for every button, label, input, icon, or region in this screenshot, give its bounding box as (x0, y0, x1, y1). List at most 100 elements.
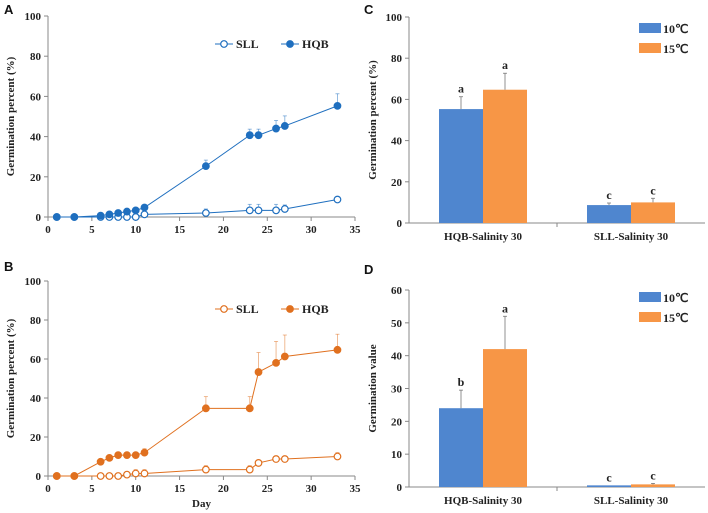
y-tick-label: 0 (36, 212, 42, 224)
data-point (140, 203, 149, 212)
series-line (56, 105, 338, 218)
x-tick-label: 25 (262, 483, 274, 495)
bar-15℃ (483, 89, 527, 223)
x-category-label: HQB-Salinity 30 (444, 495, 522, 507)
y-tick-label: 10 (391, 449, 403, 461)
legend-label: 10℃ (663, 291, 688, 305)
bar-15℃ (631, 484, 675, 487)
legend-swatch (639, 23, 661, 33)
y-tick-label: 40 (30, 393, 42, 405)
y-tick-label: 60 (30, 354, 42, 366)
x-axis-label: Day (192, 498, 211, 510)
y-tick-label: 0 (36, 471, 42, 483)
data-point (140, 448, 149, 457)
data-point (272, 124, 280, 133)
y-tick-label: 60 (391, 285, 403, 297)
x-tick-label: 35 (350, 224, 362, 236)
data-point (254, 459, 263, 467)
data-point (254, 206, 263, 215)
panel-label: B (4, 259, 13, 274)
legend-marker (220, 305, 228, 313)
data-point (280, 122, 289, 130)
series-line (56, 349, 338, 477)
data-point (70, 472, 79, 480)
data-point (333, 195, 342, 204)
x-category-label: SLL-Salinity 30 (594, 231, 669, 243)
data-point (114, 209, 123, 217)
data-point (140, 210, 149, 219)
y-tick-label: 40 (30, 132, 42, 144)
data-point (201, 465, 210, 474)
bar-15℃ (483, 349, 527, 487)
y-tick-label: 20 (30, 432, 42, 444)
y-tick-label: 60 (391, 94, 403, 106)
y-tick-label: 20 (30, 172, 42, 184)
legend-marker (286, 40, 294, 48)
y-axis-label: Germination percent (%) (5, 56, 17, 176)
y-tick-label: 20 (391, 177, 403, 189)
legend-swatch (639, 292, 661, 302)
data-point (272, 455, 280, 463)
panel-label: A (4, 2, 14, 17)
data-point (105, 472, 114, 480)
x-tick-label: 25 (262, 224, 274, 236)
x-category-label: SLL-Salinity 30 (594, 495, 669, 507)
y-tick-label: 30 (391, 384, 403, 396)
y-tick-label: 80 (30, 51, 42, 63)
x-tick-label: 0 (45, 483, 51, 495)
x-tick-label: 5 (89, 483, 95, 495)
data-point (131, 469, 140, 478)
series-HQB (52, 333, 342, 480)
data-point (245, 404, 254, 413)
legend-swatch (639, 43, 661, 53)
data-point (201, 404, 210, 413)
data-point (96, 472, 105, 480)
panel-C: C 0 20 40 60 80 100 Germination percent (%) HQB-… (364, 2, 705, 243)
significance-letter: c (650, 468, 656, 482)
y-tick-label: 60 (30, 91, 42, 103)
data-point (96, 211, 105, 220)
legend-marker (220, 40, 228, 48)
y-axis-label: Germination value (367, 344, 379, 432)
x-tick-label: 15 (174, 483, 186, 495)
data-point (333, 101, 342, 110)
panel-D: D 0 10 20 30 40 50 60 Germination value HQB-Salin… (364, 262, 705, 507)
x-tick-label: 15 (174, 224, 186, 236)
panel-B: B 0 20 40 60 80 100 Germination percent (%) 0 5 10… (4, 259, 361, 510)
legend-label: SLL (236, 37, 259, 51)
x-tick-label: 30 (306, 224, 318, 236)
panel-label: C (364, 2, 374, 17)
legend-marker (286, 305, 294, 313)
legend-swatch (639, 312, 661, 322)
data-point (333, 452, 342, 461)
x-tick-label: 0 (45, 224, 51, 236)
data-point (123, 207, 131, 216)
x-category-label: HQB-Salinity 30 (444, 231, 522, 243)
data-point (140, 469, 149, 478)
legend-label: 15℃ (663, 42, 688, 56)
data-point (105, 210, 114, 219)
significance-letter: b (458, 375, 465, 389)
y-axis-label: Germination percent (%) (367, 60, 379, 180)
data-point (201, 209, 210, 217)
data-point (114, 451, 123, 460)
data-point (123, 470, 131, 479)
significance-letter: a (502, 301, 508, 315)
data-point (105, 453, 114, 462)
bar-15℃ (631, 202, 675, 223)
y-tick-label: 0 (397, 482, 403, 494)
data-point (131, 213, 140, 221)
data-point (254, 368, 263, 376)
data-point (280, 455, 289, 463)
data-point (280, 352, 289, 361)
y-tick-label: 20 (391, 416, 403, 428)
data-point (272, 206, 280, 215)
x-tick-label: 35 (350, 483, 362, 495)
x-tick-label: 10 (130, 224, 142, 236)
x-tick-label: 30 (306, 483, 318, 495)
y-tick-label: 100 (386, 12, 403, 24)
panel-A: A 0 20 40 60 80 100 Germination percent (%) 0 5 10… (4, 2, 361, 236)
y-tick-label: 40 (391, 136, 403, 148)
y-tick-label: 50 (391, 318, 403, 330)
significance-letter: a (458, 82, 464, 96)
